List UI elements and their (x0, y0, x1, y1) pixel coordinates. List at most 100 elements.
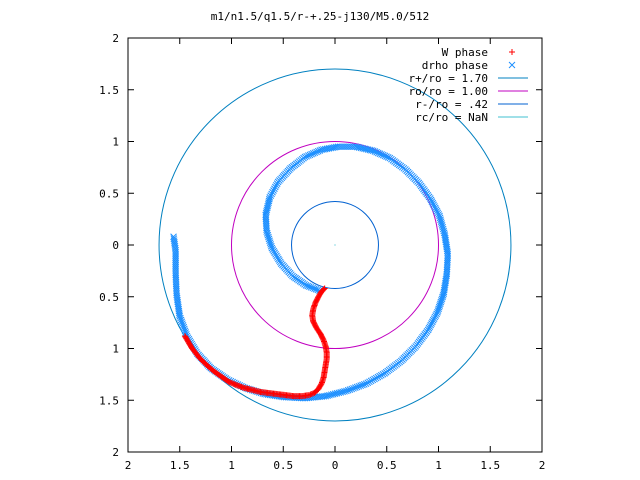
drho-phase-point (269, 188, 276, 196)
drho-phase-point (372, 374, 380, 382)
drho-phase-point (371, 375, 378, 383)
drho-phase-point (381, 369, 389, 377)
drho-phase-point (266, 194, 274, 201)
drho-phase-point (179, 320, 186, 327)
drho-phase-point (376, 150, 384, 158)
drho-phase-point (308, 150, 315, 158)
drho-phase-point (438, 221, 446, 229)
legend-marker-cross (508, 61, 516, 69)
drho-phase-point (181, 325, 188, 333)
drho-phase-series (170, 143, 452, 402)
drho-phase-point (303, 152, 310, 160)
x-tick-label: 1 (435, 459, 442, 472)
drho-phase-point (428, 198, 436, 205)
drho-phase-point (267, 241, 275, 248)
drho-phase-point (309, 150, 317, 157)
drho-phase-point (431, 203, 438, 210)
drho-phase-point (437, 218, 445, 225)
drho-phase-point (436, 212, 443, 220)
drho-phase-point (439, 223, 446, 231)
y-tick-label: 1 (112, 343, 119, 356)
drho-phase-point (346, 386, 354, 393)
drho-phase-point (435, 211, 443, 218)
y-tick-label: 1 (112, 136, 119, 149)
drho-phase-point (265, 235, 273, 243)
origin-marker (334, 244, 336, 246)
drho-phase-point (426, 323, 434, 331)
drho-phase-point (353, 383, 361, 391)
axis-ticks: 2 1.5 1 0.5 0 0.5 1 1.5 221.510.500.511.52 (99, 32, 545, 472)
chart-title: m1/n1.5/q1.5/r-+.25-j130/M5.0/512 (210, 10, 430, 23)
drho-phase-point (429, 199, 437, 207)
drho-phase-point (313, 148, 320, 156)
x-tick-label: 0.5 (273, 459, 293, 472)
drho-phase-point (433, 310, 440, 318)
w-phase-point (307, 391, 314, 398)
drho-phase-point (350, 384, 357, 392)
drho-phase-point (430, 315, 438, 323)
origin-dot (334, 244, 336, 246)
drho-phase-point (429, 318, 436, 326)
x-tick-label: 2 (539, 459, 546, 472)
drho-phase-point (429, 316, 437, 324)
drho-phase-point (434, 209, 442, 217)
drho-phase-point (378, 151, 385, 158)
drho-phase-point (357, 382, 365, 390)
x-tick-label: 1.5 (170, 459, 190, 472)
y-tick-label: 2 (112, 32, 119, 45)
w-phase-point (181, 333, 188, 340)
drho-phase-point (377, 371, 385, 379)
x-tick-label: 2 (125, 459, 132, 472)
drho-phase-point (301, 153, 309, 161)
drho-phase-point (379, 151, 387, 159)
drho-phase-point (436, 214, 444, 222)
drho-phase-point (428, 320, 435, 327)
drho-phase-point (434, 308, 441, 316)
drho-phase-point (273, 180, 281, 187)
drho-phase-point (351, 384, 359, 391)
drho-phase-point (268, 190, 275, 198)
drho-phase-point (432, 206, 440, 213)
drho-phase-point (177, 316, 185, 324)
drho-phase-point (374, 373, 382, 381)
drho-phase-point (266, 237, 273, 245)
drho-phase-point (314, 147, 322, 155)
drho-phase-point (267, 242, 275, 250)
legend-label: W phase (442, 46, 488, 59)
drho-phase-point (384, 153, 392, 161)
legend-label: r+/ro = 1.70 (409, 72, 488, 85)
drho-phase-point (272, 181, 280, 189)
drho-phase-point (431, 313, 439, 321)
drho-phase-point (179, 322, 187, 329)
x-tick-label: 1.5 (480, 459, 500, 472)
drho-phase-point (366, 378, 373, 386)
drho-phase-point (355, 382, 363, 390)
circle-r+ro (158, 68, 512, 422)
drho-phase-point (181, 327, 189, 335)
drho-phase-point (304, 152, 312, 159)
y-tick-label: 0.5 (99, 291, 119, 304)
y-tick-label: 0.5 (99, 187, 119, 200)
y-tick-label: 0 (112, 239, 119, 252)
reference-circles (158, 68, 512, 422)
drho-phase-point (180, 323, 188, 331)
drho-phase-point (426, 195, 434, 202)
w-phase-point (308, 391, 315, 398)
drho-phase-point (359, 381, 366, 389)
drho-phase-point (432, 312, 440, 319)
drho-phase-point (437, 216, 444, 224)
drho-phase-point (362, 380, 370, 388)
drho-phase-point (348, 385, 356, 393)
drho-phase-point (371, 148, 379, 155)
drho-phase-point (438, 220, 445, 227)
legend-label: ro/ro = 1.00 (409, 85, 488, 98)
drho-phase-point (383, 153, 390, 160)
drho-phase-point (178, 318, 186, 326)
legend-marker-plus (509, 49, 515, 55)
drho-phase-point (379, 370, 387, 378)
x-tick-label: 0 (332, 459, 339, 472)
legend-label: r-/ro = .42 (415, 98, 488, 111)
drho-phase-point (304, 282, 312, 290)
